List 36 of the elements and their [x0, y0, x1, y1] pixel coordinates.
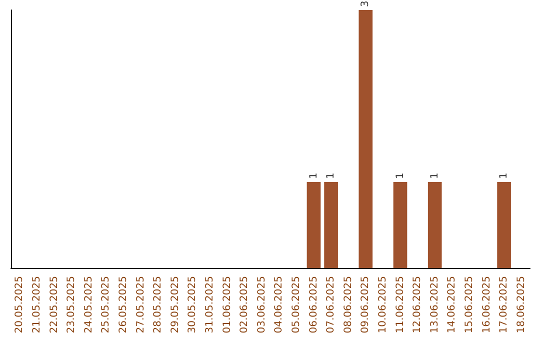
x-tick-label: 17.06.2025 — [498, 276, 510, 334]
x-tick-label: 24.05.2025 — [83, 276, 94, 334]
x-tick-label: 29.05.2025 — [170, 276, 181, 334]
x-tick-label: 15.06.2025 — [464, 276, 475, 334]
x-tick-label: 23.05.2025 — [66, 276, 78, 334]
x-tick-label: 27.05.2025 — [135, 276, 146, 334]
x-tick-label: 14.06.2025 — [446, 276, 458, 334]
x-tick-label: 10.06.2025 — [377, 276, 388, 334]
data-label: 1 — [326, 172, 337, 179]
x-tick-label: 30.05.2025 — [187, 276, 198, 334]
x-tick-label: 13.06.2025 — [429, 276, 440, 334]
x-tick-label: 16.06.2025 — [481, 276, 492, 334]
x-tick-label: 31.05.2025 — [204, 276, 216, 334]
x-tick-label: 05.06.2025 — [290, 276, 302, 334]
x-tick-label: 07.06.2025 — [326, 276, 337, 334]
data-label: 1 — [394, 172, 406, 179]
x-tick-label: 04.06.2025 — [274, 276, 285, 334]
data-label: 1 — [429, 172, 440, 179]
x-tick-label: 22.05.2025 — [48, 276, 60, 334]
x-tick-label: 03.06.2025 — [256, 276, 268, 334]
x-tick-label: 11.06.2025 — [394, 276, 406, 334]
x-tick-label: 12.06.2025 — [412, 276, 424, 334]
x-tick-label: 20.05.2025 — [14, 276, 26, 334]
x-tick-label: 01.06.2025 — [222, 276, 233, 334]
x-tick-label: 08.06.2025 — [342, 276, 354, 334]
x-tick-label: 21.05.2025 — [31, 276, 42, 334]
x-tick-label: 26.05.2025 — [118, 276, 129, 334]
data-label: 1 — [308, 172, 320, 179]
x-tick-label: 09.06.2025 — [360, 276, 372, 334]
x-tick-label: 18.06.2025 — [516, 276, 527, 334]
x-tick-label: 02.06.2025 — [239, 276, 250, 334]
x-tick-label: 28.05.2025 — [152, 276, 164, 334]
data-label: 3 — [360, 0, 372, 7]
data-label: 1 — [498, 172, 510, 179]
x-tick-label: 25.05.2025 — [100, 276, 112, 334]
x-tick-label: 06.06.2025 — [308, 276, 320, 334]
